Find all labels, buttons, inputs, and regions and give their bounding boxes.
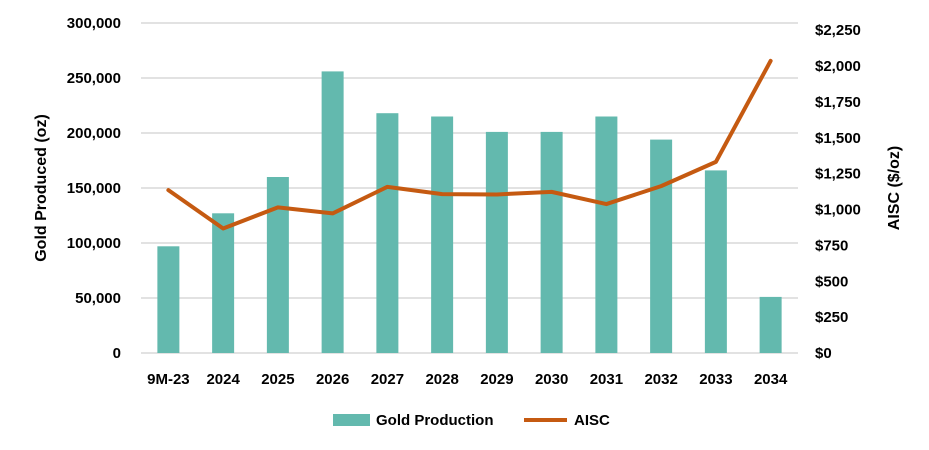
y-tick-label: 250,000 [67,70,121,87]
y-tick-label: 150,000 [67,180,121,197]
x-tick-label: 2033 [699,371,732,388]
legend-swatch-gold-production [333,414,370,426]
y2-tick-label: $1,500 [815,130,861,147]
y2-tick-label: $1,750 [815,94,861,111]
aisc-line-path [166,58,773,231]
x-tick-label: 2025 [261,371,294,388]
legend-label-gold-production: Gold Production [376,412,494,429]
legend: Gold Production AISC [333,412,610,429]
right-axis-ticks: $0 $250 $500 $750 $1,000 $1,250 $1,500 $1,750 $2… [815,22,861,362]
y2-tick-label: $2,250 [815,22,861,39]
x-tick-label: 2024 [206,371,240,388]
y2-tick-label: $0 [815,345,832,362]
bar-gold-production [595,116,618,353]
bar-gold-production [485,131,508,353]
y2-tick-label: $2,000 [815,58,861,75]
x-tick-label: 2034 [754,371,788,388]
bars [157,71,782,354]
y2-tick-label: $750 [815,237,848,254]
y2-tick-label: $1,000 [815,202,861,219]
bar-gold-production [650,139,673,353]
y-tick-label: 200,000 [67,125,121,142]
x-tick-label: 2030 [535,371,568,388]
y-tick-label: 100,000 [67,235,121,252]
right-axis-title: AISC ($/oz) [886,146,903,230]
bar-gold-production [212,213,235,353]
x-tick-label: 2032 [644,371,677,388]
x-tick-label: 2027 [371,371,404,388]
left-axis-ticks: 0 50,000 100,000 150,000 200,000 250,000 300,0… [67,15,121,362]
y2-tick-label: $500 [815,273,848,290]
x-tick-label: 2028 [425,371,458,388]
aisc-line [166,58,773,231]
x-axis-ticks: 9M-23 2024 2025 2026 2027 2028 2029 2030 2031 203… [147,371,788,388]
left-axis-title: Gold Produced (oz) [33,114,50,262]
x-tick-label: 2031 [590,371,623,388]
y2-tick-label: $1,250 [815,166,861,183]
bar-gold-production [376,113,399,353]
y-tick-label: 0 [113,345,121,362]
y-tick-label: 50,000 [75,290,121,307]
legend-label-aisc: AISC [574,412,610,429]
bar-gold-production [431,116,454,353]
x-tick-label: 2026 [316,371,349,388]
y2-tick-label: $250 [815,309,848,326]
bar-gold-production [540,131,563,353]
bar-gold-production [266,177,289,353]
bar-gold-production [704,170,727,353]
bar-gold-production [157,246,180,353]
y-tick-label: 300,000 [67,15,121,32]
bar-gold-production [759,296,782,353]
x-tick-label: 2029 [480,371,513,388]
gridlines [141,22,798,354]
x-tick-label: 9M-23 [147,371,190,388]
